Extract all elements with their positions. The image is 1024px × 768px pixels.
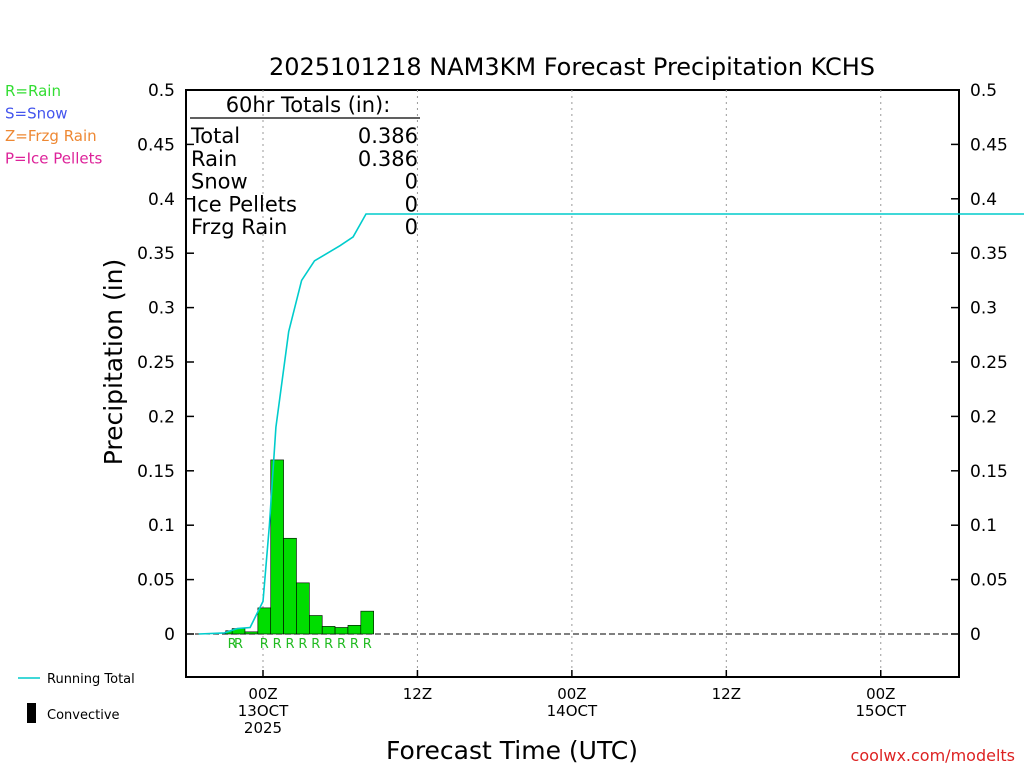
precip-type-legend: R=Rain S=Snow Z=Frzg Rain P=Ice Pellets <box>5 82 102 168</box>
bar-type-label: R <box>286 637 295 652</box>
totals-row-label: Frzg Rain <box>191 215 287 239</box>
running-total-line <box>198 213 1024 635</box>
bar-type-label: R <box>363 637 372 652</box>
convective-legend-swatch <box>27 703 36 723</box>
y-tick-label-left: 0.2 <box>148 407 175 427</box>
y-tick-label-left: 0.05 <box>137 571 175 591</box>
type-legend-item: R=Rain <box>5 82 61 100</box>
x-gridlines <box>262 90 882 677</box>
y-axis-label: Precipitation (in) <box>99 259 128 466</box>
y-tick-label-right: 0.05 <box>970 571 1008 591</box>
y-tick-label-right: 0.25 <box>970 353 1008 373</box>
y-tick-label-right: 0.4 <box>970 190 997 210</box>
y-tick-label-right: 0.1 <box>970 516 997 536</box>
y-tick-label-left: 0.25 <box>137 353 175 373</box>
totals-row-value: 0.386 <box>358 147 418 171</box>
y-tick-label-left: 0.1 <box>148 516 175 536</box>
totals-header: 60hr Totals (in): <box>226 93 391 117</box>
precip-bars <box>225 459 374 635</box>
y-tick-label-right: 0.5 <box>970 81 997 101</box>
type-legend-item: S=Snow <box>5 105 68 123</box>
y-tick-label-right: 0 <box>970 625 981 645</box>
running-total-legend-label: Running Total <box>47 672 135 687</box>
y-tick-label-left: 0.5 <box>148 81 175 101</box>
bar-type-labels: RR R R R R R R R R R <box>228 637 372 652</box>
x-tick-label: 12Z <box>403 685 432 703</box>
totals-row-value: 0 <box>405 170 418 194</box>
totals-row-label: Rain <box>191 147 237 171</box>
credit-text: coolwx.com/modelts <box>851 746 1015 765</box>
x-tick-label: 15OCT <box>855 702 906 720</box>
y-tick-label-left: 0.45 <box>137 135 175 155</box>
totals-row-label: Snow <box>191 170 248 194</box>
bar-type-label: R <box>311 637 320 652</box>
y-tick-label-left: 0 <box>164 625 175 645</box>
bar-type-label: R <box>350 637 359 652</box>
series-legend: Running Total Convective <box>18 672 135 723</box>
convective-legend-label: Convective <box>47 708 120 723</box>
x-tick-label: 2025 <box>244 719 282 737</box>
type-legend-item: Z=Frzg Rain <box>5 127 97 145</box>
precip-bar <box>309 615 323 635</box>
y-tick-label-right: 0.15 <box>970 462 1008 482</box>
x-tick-label: 13OCT <box>238 702 289 720</box>
totals-row-value: 0 <box>405 192 418 216</box>
precip-bar <box>283 537 297 635</box>
y-tick-label-right: 0.3 <box>970 299 997 319</box>
precip-bar <box>321 626 336 635</box>
precip-bar <box>360 610 374 635</box>
y-tick-label-right: 0.45 <box>970 135 1008 155</box>
y-tick-label-left: 0.35 <box>137 244 175 264</box>
bar-type-label: R <box>324 637 333 652</box>
bar-type-label: R <box>228 637 237 652</box>
totals-row-value: 0.386 <box>358 124 418 148</box>
x-tick-label: 12Z <box>712 685 741 703</box>
y-tick-label-right: 0.2 <box>970 407 997 427</box>
totals-rows: Total 0.386 Rain 0.386 Snow 0 Ice Pellets 0 Frzg… <box>190 124 418 239</box>
precip-bar <box>347 624 362 635</box>
bar-type-label: R <box>337 637 346 652</box>
precip-bar <box>244 631 259 635</box>
y-tick-label-left: 0.3 <box>148 299 175 319</box>
y-tick-label-right: 0.35 <box>970 244 1008 264</box>
totals-row-label: Total <box>190 124 240 148</box>
x-tick-label: 00Z <box>866 685 895 703</box>
x-tick-label: 00Z <box>557 685 586 703</box>
bar-type-label: R <box>298 637 307 652</box>
type-legend-item: P=Ice Pellets <box>5 150 102 168</box>
bar-type-label: R <box>234 637 243 652</box>
totals-row-label: Ice Pellets <box>191 192 297 216</box>
y-tick-label-left: 0.4 <box>148 190 175 210</box>
x-tick-label: 14OCT <box>547 702 598 720</box>
precip-bar <box>296 582 310 635</box>
precip-bar <box>334 627 349 635</box>
y-tick-label-left: 0.15 <box>137 462 175 482</box>
x-tick-label: 00Z <box>248 685 277 703</box>
y-ticks: 0.5 0.5 0.45 0.45 0.4 0.4 0.35 0.35 0.3 0.3 0.25 0.… <box>137 81 1008 645</box>
bar-type-label: R <box>260 637 269 652</box>
chart-title: 2025101218 NAM3KM Forecast Precipitation… <box>269 53 875 81</box>
totals-row-value: 0 <box>405 215 418 239</box>
precip-bar <box>257 607 272 635</box>
totals-box: 60hr Totals (in): Total 0.386 Rain 0.386 Sno… <box>190 93 420 239</box>
bar-type-label: R <box>273 637 282 652</box>
x-axis-label: Forecast Time (UTC) <box>386 736 638 765</box>
